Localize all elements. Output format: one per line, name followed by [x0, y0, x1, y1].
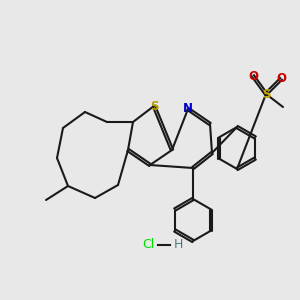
Text: S: S [262, 88, 270, 100]
Text: O: O [248, 70, 258, 83]
Text: N: N [183, 103, 193, 116]
Text: H: H [173, 238, 183, 251]
Text: S: S [150, 100, 158, 112]
Text: O: O [276, 73, 286, 85]
Text: Cl: Cl [142, 238, 154, 251]
